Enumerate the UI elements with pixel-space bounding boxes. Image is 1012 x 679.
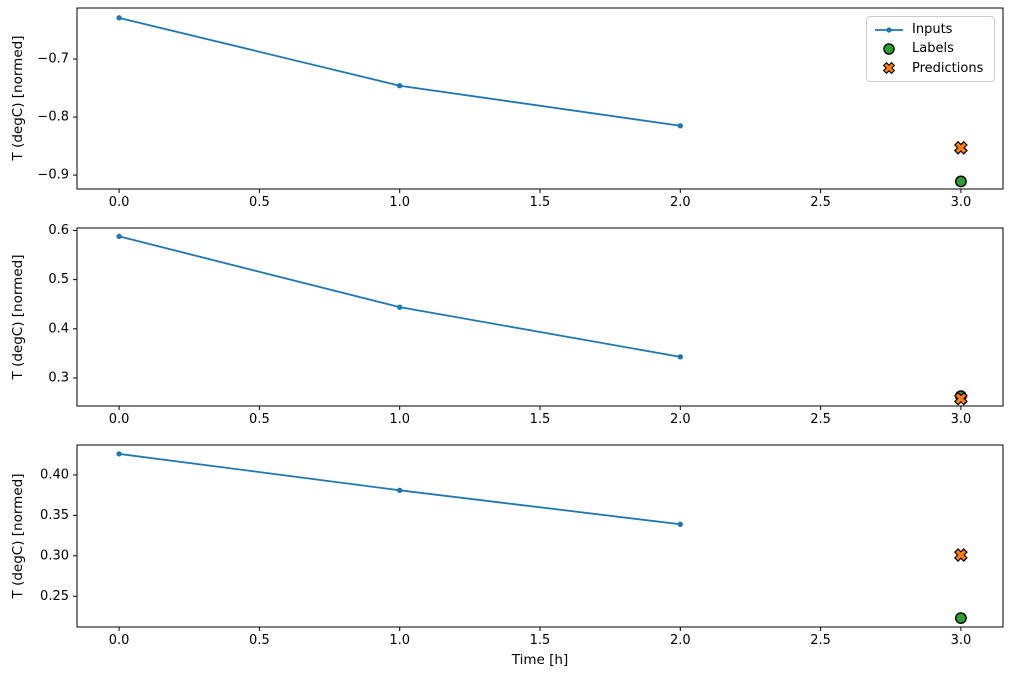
x-tick-label: 0.0 [109, 195, 130, 210]
inputs-point [677, 123, 684, 129]
y-tick-label: −0.7 [37, 52, 69, 67]
legend-label-inputs: Inputs [912, 22, 953, 37]
x-tick-label: 3.0 [951, 633, 972, 648]
x-tick-label: 1.0 [389, 195, 410, 210]
predictions-marker [953, 391, 968, 406]
labels-circle-icon [874, 42, 904, 56]
y-tick-label: 0.5 [48, 272, 69, 287]
x-tick-label: 0.5 [249, 412, 270, 427]
y-tick-label: −0.9 [37, 168, 69, 183]
inputs-point [116, 233, 122, 240]
inputs-point [677, 354, 684, 360]
x-tick-label: 2.0 [670, 412, 691, 427]
y-tick-label: 0.25 [40, 589, 69, 604]
x-tick-label: 2.0 [670, 633, 691, 648]
y-axis-label-subplot-2: T (degC) [normed] [10, 254, 26, 380]
y-tick-label: 0.4 [48, 321, 69, 336]
x-tick-label: 2.0 [670, 195, 691, 210]
y-tick-label: 0.35 [40, 508, 69, 523]
y-axis-label-subplot-3: T (degC) [normed] [10, 473, 26, 599]
y-tick-label: 0.3 [48, 370, 69, 385]
legend-item-labels: Labels [874, 41, 987, 56]
inputs-line [118, 235, 681, 358]
legend-item-predictions: Predictions [874, 60, 987, 76]
x-tick-label: 1.5 [530, 195, 551, 210]
subplot-3-frame [76, 444, 1004, 628]
x-tick-label: 1.0 [389, 412, 410, 427]
inputs-line-icon [874, 26, 904, 34]
legend-item-inputs: Inputs [874, 22, 987, 37]
x-tick-label: 2.5 [810, 412, 831, 427]
x-tick-label: 2.5 [810, 195, 831, 210]
predictions-marker [953, 140, 968, 155]
inputs-point [116, 15, 122, 21]
legend-label-labels: Labels [912, 41, 954, 56]
x-tick-label: 0.5 [249, 633, 270, 648]
y-tick-label: 0.30 [40, 548, 69, 563]
inputs-point [396, 304, 403, 310]
legend: Inputs Labels Predictions [866, 16, 995, 82]
y-axis-label-subplot-1: T (degC) [normed] [10, 35, 26, 161]
x-axis-label: Time [h] [511, 652, 569, 668]
y-tick-label: −0.8 [37, 110, 69, 125]
x-tick-label: 3.0 [951, 195, 972, 210]
inputs-point [396, 487, 403, 493]
x-tick-label: 0.0 [109, 633, 130, 648]
x-tick-label: 1.5 [530, 633, 551, 648]
y-tick-label: 0.40 [40, 467, 69, 482]
y-tick-label: 0.6 [48, 223, 69, 238]
inputs-point [677, 521, 684, 527]
x-tick-label: 1.5 [530, 412, 551, 427]
x-tick-label: 0.5 [249, 195, 270, 210]
labels-marker [955, 175, 967, 188]
inputs-point [396, 83, 403, 89]
subplot-2-frame [76, 227, 1004, 407]
predictions-marker [953, 548, 968, 562]
subplot-1-frame [76, 7, 1004, 190]
x-tick-label: 0.0 [109, 412, 130, 427]
x-tick-label: 3.0 [951, 412, 972, 427]
predictions-x-icon [874, 60, 904, 76]
labels-marker [955, 612, 967, 625]
inputs-point [116, 451, 122, 457]
x-tick-label: 1.0 [389, 633, 410, 648]
x-tick-label: 2.5 [810, 633, 831, 648]
inputs-line [118, 16, 681, 127]
legend-label-predictions: Predictions [912, 60, 984, 76]
